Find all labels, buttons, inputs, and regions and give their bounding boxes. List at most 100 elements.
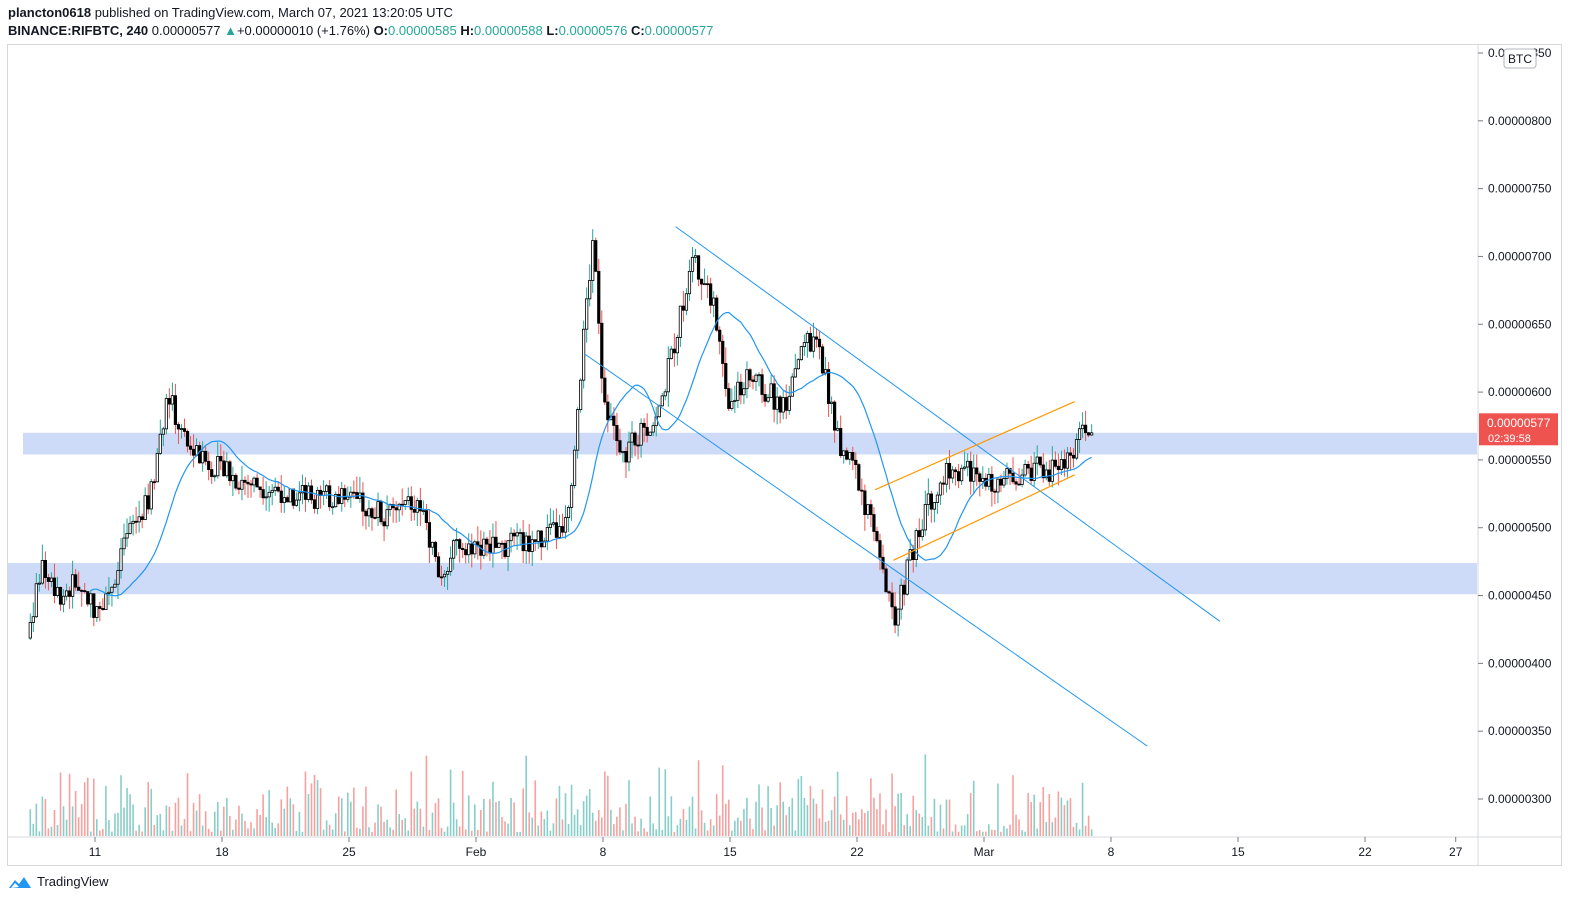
candle [427,508,432,564]
zone-1[interactable] [23,432,1477,455]
candle [276,481,280,493]
volume-bar [437,798,440,836]
channel-line-2[interactable] [893,474,1075,561]
volume-bar [839,814,842,836]
volume-bar [570,784,573,836]
candle [424,503,429,531]
candle [826,362,831,417]
candle [754,373,758,391]
candle [582,320,586,389]
volume-bar [643,828,645,836]
candle [473,539,477,559]
channel-line-1[interactable] [874,401,1075,491]
candle [358,477,362,503]
candle [588,264,592,307]
candle [860,478,864,506]
candle [439,565,444,586]
volume-bar [827,820,830,836]
volume-bar [41,796,44,836]
downtrend-line-1[interactable] [675,226,1221,622]
volume-bar [870,778,872,836]
price-tick-label: 0.00000750 [1488,182,1552,196]
volume-bar [440,827,443,836]
candle [993,488,997,505]
volume-bar [924,754,927,836]
candle [110,585,114,607]
volume-bar [779,782,781,836]
candle [811,322,816,358]
candle [373,507,377,520]
volume-bar [108,820,110,836]
volume-bar [1084,825,1087,836]
candle [990,466,994,507]
volume-bar [229,816,231,836]
candle [787,385,791,415]
volume-bar [836,771,839,836]
candle [1056,453,1060,486]
volume-bar [371,831,373,836]
currency-label: BTC [1508,52,1532,66]
chart-frame[interactable] [7,44,1562,866]
volume-bar [292,804,295,836]
candle [521,520,525,563]
candle [95,605,99,623]
volume-bar [198,794,201,836]
volume-bar [111,831,113,836]
volume-bar [712,825,715,836]
candle [421,500,425,515]
time-tick-label: 15 [1231,845,1245,859]
candle [164,393,168,435]
open-label: O: [373,23,389,38]
candle [77,571,81,591]
candle [1074,433,1079,461]
volume-bar [486,831,488,836]
volume-bar [407,830,410,836]
candle [715,294,719,333]
volume-bar [259,814,261,836]
candle [536,529,540,550]
zone-2[interactable] [8,562,1477,595]
footer: TradingView [8,874,109,889]
currency-badge[interactable]: BTC [1503,48,1537,69]
candle [1062,449,1067,477]
downtrend-line-2[interactable] [584,353,1148,747]
footer-brand[interactable]: TradingView [37,874,109,889]
candle [591,229,595,293]
volume-bar [304,771,307,836]
volume-bar [694,828,697,836]
volume-bar [374,822,376,836]
volume-bar [794,830,797,836]
candle [52,563,57,604]
volume-bar [1024,831,1026,836]
candle [188,436,193,456]
candle [89,590,93,618]
candle [430,541,435,555]
candle [887,590,891,602]
author-name[interactable]: plancton0618 [8,5,92,20]
candle [733,385,737,413]
volume-bar [703,822,706,836]
candle [364,509,368,530]
volume-bar [1060,797,1063,836]
volume-bar [652,823,654,836]
candle [1032,452,1036,487]
volume-bar [969,792,972,836]
candle [724,347,728,397]
time-tick-label: 8 [600,845,607,859]
volume-bar [734,820,736,836]
volume-bar [223,806,225,836]
symbol-label[interactable]: BINANCE:RIFBTC, 240 [8,23,149,38]
volume-bar [610,809,612,836]
candle [31,602,35,633]
candle [261,476,265,505]
candle [155,447,159,483]
candle [152,479,156,490]
volume-bar [132,804,134,836]
candle [185,429,190,453]
candle [488,530,492,561]
candle [385,495,389,530]
volume-bar [117,812,119,836]
volume-bar [727,799,730,836]
candle [258,486,262,498]
